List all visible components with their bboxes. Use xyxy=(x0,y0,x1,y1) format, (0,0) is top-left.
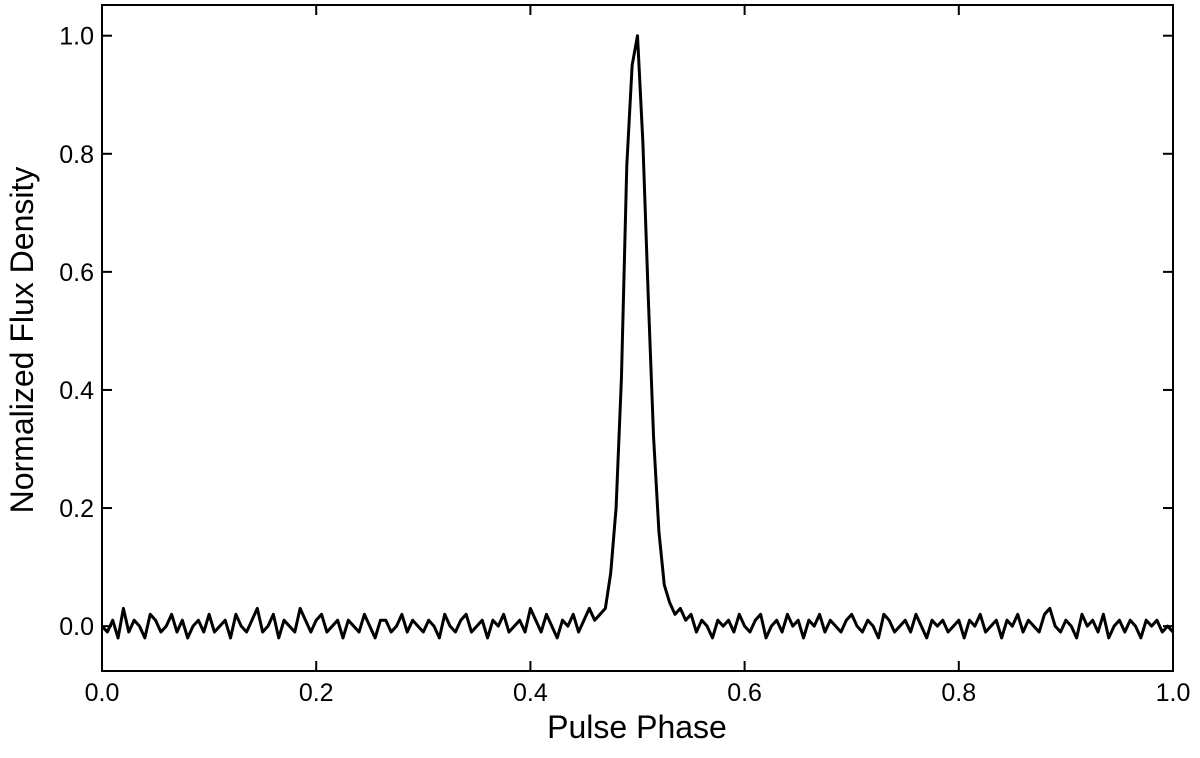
x-tick-label: 0.6 xyxy=(727,679,762,707)
x-tick-label: 1.0 xyxy=(1156,679,1191,707)
y-tick-label: 0.2 xyxy=(59,495,94,523)
plot-frame xyxy=(101,4,1174,672)
y-tick-label: 0.8 xyxy=(59,141,94,169)
y-axis-label: Normalized Flux Density xyxy=(4,167,40,514)
y-tick-label: 0.4 xyxy=(59,377,94,405)
y-tick-label: 1.0 xyxy=(59,23,94,51)
profile-line xyxy=(100,34,1175,640)
x-tick-label: 0.0 xyxy=(85,679,120,707)
x-tick-label: 0.8 xyxy=(941,679,976,707)
y-tick-label: 0.6 xyxy=(59,259,94,287)
x-tick-label: 0.2 xyxy=(299,679,334,707)
x-tick-label: 0.4 xyxy=(513,679,548,707)
y-tick-label: 0.0 xyxy=(59,613,94,641)
x-axis-label: Pulse Phase xyxy=(547,709,727,745)
